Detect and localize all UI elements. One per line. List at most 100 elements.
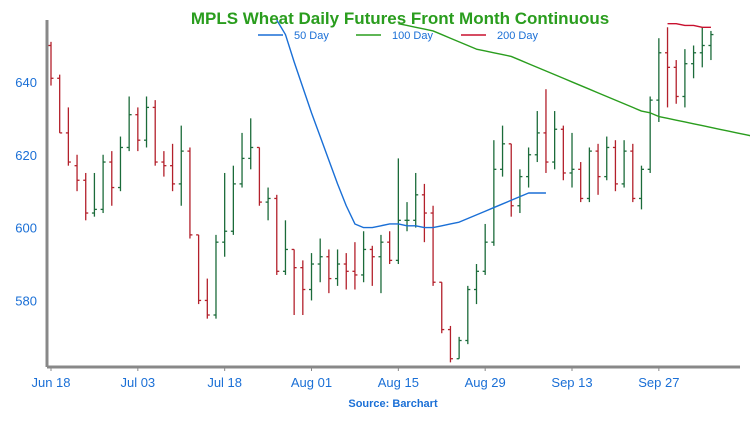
ohlc-bar [318, 239, 323, 283]
ohlc-bar [543, 89, 548, 173]
ohlc-bar [161, 151, 166, 176]
ohlc-bar [118, 137, 123, 192]
ohlc-bar [474, 264, 479, 304]
x-tick-label: Aug 01 [291, 375, 332, 390]
x-axis-labels: Jun 18 Jul 03 Jul 18 Aug 01 Aug 15 Aug 29 Sep … [31, 366, 679, 390]
legend-label-200-day: 200 Day [497, 30, 538, 42]
y-tick-label: 580 [15, 293, 37, 308]
ohlc-bar [222, 173, 227, 257]
ohlc-bar [344, 253, 349, 289]
ohlc-bar [613, 140, 618, 191]
ohlc-bar [439, 282, 444, 333]
y-tick-label: 640 [15, 75, 37, 90]
ohlc-bar [457, 337, 462, 359]
ohlc-bar [648, 96, 653, 172]
ohlc-bar [413, 173, 418, 228]
ohlc-bar [274, 195, 279, 275]
ohlc-bar [83, 173, 88, 220]
ohlc-bar [604, 137, 609, 181]
ohlc-bar [665, 27, 670, 107]
x-tick-label: Jul 03 [120, 375, 155, 390]
ohlc-bar [552, 111, 557, 169]
ohlc-bar [509, 144, 514, 217]
ohlc-bar [517, 169, 522, 213]
ohlc-bar [109, 151, 114, 206]
x-tick-label: Sep 27 [638, 375, 679, 390]
ohlc-bar [448, 326, 453, 362]
ohlc-bar [491, 140, 496, 246]
ohlc-bar [639, 166, 644, 210]
ohlc-bar [622, 140, 627, 187]
ohlc-bar [630, 144, 635, 202]
ohlc-bar [196, 235, 201, 304]
ohlc-bar [101, 155, 106, 213]
ohlc-bar [587, 147, 592, 202]
ohlc-bar [674, 60, 679, 104]
ma-200-day-line [668, 24, 711, 28]
ohlc-bar [153, 100, 158, 166]
ohlc-bar [179, 126, 184, 206]
ohlc-bar [700, 27, 705, 67]
ohlc-bar [49, 42, 54, 86]
y-tick-label: 620 [15, 148, 37, 163]
ohlc-bar [596, 144, 601, 195]
ohlc-bar [231, 166, 236, 235]
ohlc-bar [691, 45, 696, 78]
legend: 50 Day 100 Day 200 Day [258, 30, 538, 42]
ohlc-bar [352, 242, 357, 289]
ohlc-bar [483, 224, 488, 275]
ohlc-bar [92, 173, 97, 217]
ohlc-bar [656, 38, 661, 122]
ohlc-bar [66, 107, 71, 165]
source-label: Source: Barchart [348, 398, 438, 410]
ohlc-bar [465, 286, 470, 344]
ohlc-bar [526, 147, 531, 187]
y-axis-labels: 580 600 620 640 [15, 75, 37, 309]
ohlc-bar [405, 202, 410, 231]
ohlc-bar [309, 253, 314, 300]
ohlc-bar [535, 111, 540, 162]
x-tick-label: Aug 15 [378, 375, 419, 390]
legend-label-50-day: 50 Day [294, 30, 329, 42]
ohlc-bar [335, 249, 340, 285]
ohlc-bar [283, 220, 288, 275]
ohlc-bar [708, 31, 713, 60]
ohlc-bar [431, 206, 436, 286]
ohlc-bar [326, 249, 331, 293]
ma-100-day-line [398, 24, 750, 137]
ohlc-bar [213, 235, 218, 319]
ohlc-bar [57, 75, 62, 133]
ohlc-bar [361, 231, 366, 282]
ma-50-day-line [277, 20, 546, 228]
ohlc-bar [422, 184, 427, 242]
y-tick-label: 600 [15, 221, 37, 236]
ohlc-bar [300, 260, 305, 315]
ohlc-bar [370, 246, 375, 286]
ohlc-bar [75, 155, 80, 191]
ohlc-bar [135, 107, 140, 151]
x-tick-label: Jun 18 [31, 375, 70, 390]
ohlc-bar [248, 118, 253, 169]
ohlc-bar [170, 144, 175, 191]
ohlc-bar [570, 133, 575, 188]
plot-area [49, 20, 750, 362]
x-tick-label: Sep 13 [551, 375, 592, 390]
ohlc-bar [205, 279, 210, 319]
ohlc-bar [500, 126, 505, 177]
x-tick-label: Jul 18 [207, 375, 242, 390]
ohlc-bar [292, 249, 297, 315]
ohlc-bar [682, 49, 687, 107]
ohlc-bar [257, 147, 262, 205]
chart-title: MPLS Wheat Daily Futures Front Month Con… [191, 9, 609, 28]
legend-label-100-day: 100 Day [392, 30, 433, 42]
ohlc-bar [387, 231, 392, 264]
x-tick-label: Aug 29 [465, 375, 506, 390]
ohlc-bar [578, 162, 583, 202]
ohlc-bar [187, 147, 192, 238]
ohlc-bar [561, 126, 566, 181]
ohlc-bar [127, 96, 132, 151]
ohlc-bar [266, 188, 271, 221]
ohlc-bar [240, 133, 245, 188]
